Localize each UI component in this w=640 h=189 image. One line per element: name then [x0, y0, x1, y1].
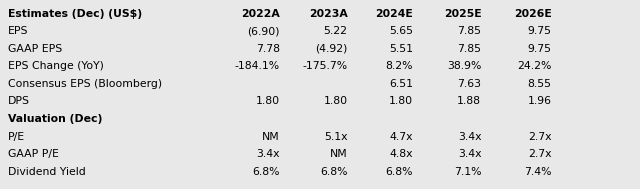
Text: 7.4%: 7.4% [524, 167, 552, 177]
Text: 8.55: 8.55 [527, 79, 552, 89]
Text: 6.8%: 6.8% [385, 167, 413, 177]
Text: 1.80: 1.80 [255, 96, 280, 106]
Text: 2.7x: 2.7x [528, 149, 552, 159]
Text: EPS: EPS [8, 26, 28, 36]
Text: 4.7x: 4.7x [389, 132, 413, 142]
Text: 9.75: 9.75 [527, 44, 552, 54]
Text: 1.80: 1.80 [388, 96, 413, 106]
Text: Dividend Yield: Dividend Yield [8, 167, 85, 177]
Text: 6.51: 6.51 [389, 79, 413, 89]
Text: Estimates (Dec) (US$): Estimates (Dec) (US$) [8, 9, 142, 19]
Text: Valuation (Dec): Valuation (Dec) [8, 114, 102, 124]
Text: -184.1%: -184.1% [234, 61, 280, 71]
Text: P/E: P/E [8, 132, 25, 142]
Text: 1.88: 1.88 [457, 96, 481, 106]
Text: 6.8%: 6.8% [252, 167, 280, 177]
Text: 5.51: 5.51 [389, 44, 413, 54]
Text: 7.85: 7.85 [457, 44, 481, 54]
Text: 2.7x: 2.7x [528, 132, 552, 142]
Text: 7.63: 7.63 [457, 79, 481, 89]
Text: 38.9%: 38.9% [447, 61, 481, 71]
Text: EPS Change (YoY): EPS Change (YoY) [8, 61, 104, 71]
Text: 2026E: 2026E [514, 9, 552, 19]
Text: 7.1%: 7.1% [454, 167, 481, 177]
Text: 7.78: 7.78 [256, 44, 280, 54]
Text: 24.2%: 24.2% [517, 61, 552, 71]
Text: NM: NM [330, 149, 348, 159]
Text: GAAP P/E: GAAP P/E [8, 149, 58, 159]
Text: 6.8%: 6.8% [320, 167, 348, 177]
Text: (4.92): (4.92) [315, 44, 348, 54]
Text: 3.4x: 3.4x [458, 149, 481, 159]
Text: 8.2%: 8.2% [385, 61, 413, 71]
Text: 2023A: 2023A [308, 9, 348, 19]
Text: 5.65: 5.65 [389, 26, 413, 36]
Text: Consensus EPS (Bloomberg): Consensus EPS (Bloomberg) [8, 79, 162, 89]
Text: 2024E: 2024E [375, 9, 413, 19]
Text: -175.7%: -175.7% [302, 61, 348, 71]
Text: 9.75: 9.75 [527, 26, 552, 36]
Text: 5.22: 5.22 [324, 26, 348, 36]
Text: 1.96: 1.96 [527, 96, 552, 106]
Text: 5.1x: 5.1x [324, 132, 348, 142]
Text: (6.90): (6.90) [247, 26, 280, 36]
Text: 3.4x: 3.4x [458, 132, 481, 142]
Text: 2022A: 2022A [241, 9, 280, 19]
Text: GAAP EPS: GAAP EPS [8, 44, 62, 54]
Text: NM: NM [262, 132, 280, 142]
Text: 2025E: 2025E [444, 9, 481, 19]
Text: 4.8x: 4.8x [389, 149, 413, 159]
Text: 7.85: 7.85 [457, 26, 481, 36]
Text: DPS: DPS [8, 96, 29, 106]
Text: 3.4x: 3.4x [256, 149, 280, 159]
Text: 1.80: 1.80 [323, 96, 348, 106]
